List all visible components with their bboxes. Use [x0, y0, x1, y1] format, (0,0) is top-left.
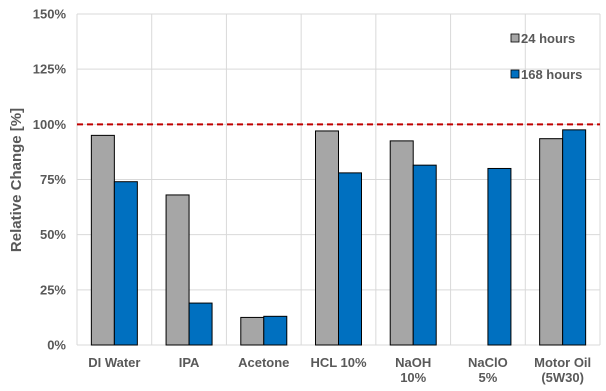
y-tick-label: 150%: [33, 7, 67, 22]
category-label: HCL 10%: [310, 355, 367, 370]
bar-24-hours-7: [539, 138, 564, 346]
y-tick-label: 0%: [47, 338, 66, 353]
category-label: (5W30): [541, 370, 584, 385]
category-label: Acetone: [238, 355, 289, 370]
bar-24-hours-2: [165, 194, 190, 346]
y-tick-label: 25%: [40, 282, 66, 297]
category-label: Motor Oil: [534, 355, 591, 370]
bar-24-hours-4: [315, 130, 339, 346]
category-label: NaOH: [395, 355, 431, 370]
category-label: 10%: [400, 370, 426, 385]
bars: [90, 129, 587, 346]
bar-168-hours-5: [412, 164, 437, 346]
y-tick-label: 50%: [40, 227, 66, 242]
y-tick-labels: 0% 25% 50% 75% 100% 125% 150%: [33, 7, 67, 353]
legend-swatch-24-hours: [510, 33, 520, 43]
y-tick-label: 75%: [40, 172, 66, 187]
legend: 24 hours 168 hours: [510, 31, 582, 82]
bar-168-hours-4: [338, 172, 362, 346]
bar-24-hours-3: [240, 316, 265, 346]
legend-swatch-168-hours: [510, 69, 520, 79]
y-axis-label: Relative Change [%]: [8, 108, 25, 252]
bar-168-hours-6: [487, 167, 512, 346]
y-tick-label: 100%: [33, 117, 67, 132]
bar-168-hours-1: [113, 181, 138, 346]
legend-label-24-hours: 24 hours: [521, 31, 575, 46]
bar-168-hours-7: [562, 129, 587, 346]
y-tick-label: 125%: [33, 62, 67, 77]
bar-24-hours-5: [389, 140, 414, 346]
category-label: 5%: [479, 370, 498, 385]
bar-168-hours-2: [188, 302, 213, 346]
category-label: NaClO: [468, 355, 508, 370]
legend-label-168-hours: 168 hours: [521, 67, 582, 82]
category-label: DI Water: [88, 355, 140, 370]
bar-168-hours-3: [263, 315, 288, 346]
bar-24-hours-1: [90, 134, 115, 346]
category-label: IPA: [179, 355, 200, 370]
